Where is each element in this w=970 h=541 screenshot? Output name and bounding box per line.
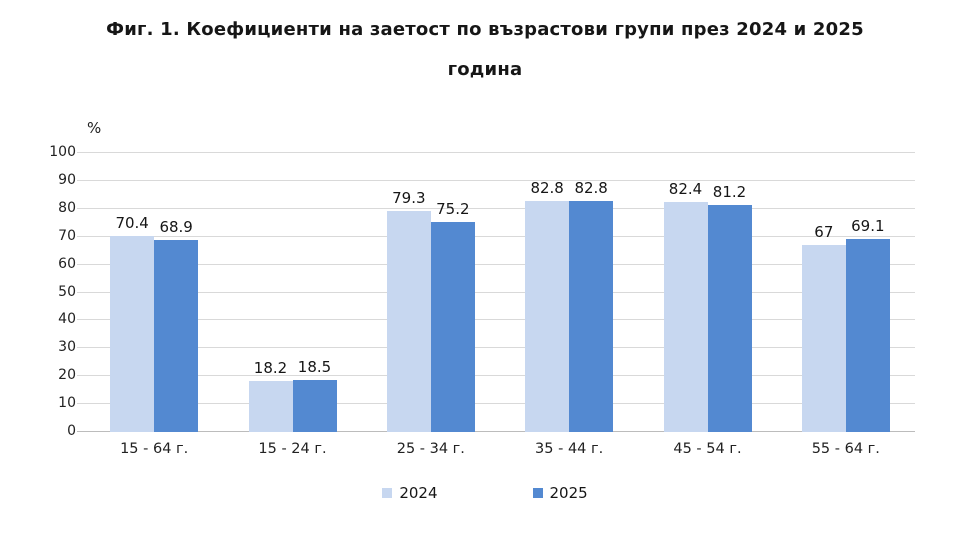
bar-value-label: 82.8 bbox=[574, 179, 608, 197]
gridline bbox=[77, 207, 915, 209]
legend-item-2025: 2025 bbox=[532, 484, 588, 502]
x-category-label: 55 - 64 г. bbox=[811, 441, 880, 457]
bar-value-label: 18.5 bbox=[297, 358, 332, 377]
bar-2024 bbox=[801, 245, 846, 432]
y-axis-unit-label: % bbox=[87, 119, 102, 137]
legend: 2024 2025 bbox=[0, 484, 970, 502]
legend-swatch bbox=[382, 488, 393, 498]
bar-2025 bbox=[292, 380, 337, 432]
x-category-label: 45 - 54 г. bbox=[673, 441, 742, 457]
bar-value-label: 75.2 bbox=[436, 200, 470, 219]
x-category-label: 25 - 34 г. bbox=[396, 441, 465, 457]
gridline bbox=[77, 152, 915, 153]
y-tick-label: 20 bbox=[58, 367, 76, 384]
bar-value-label: 82.8 bbox=[530, 179, 564, 197]
bar-value-label: 82.4 bbox=[668, 180, 703, 199]
gridline bbox=[77, 263, 915, 265]
bar-value-label: 18.2 bbox=[253, 359, 288, 378]
x-category-label: 15 - 24 г. bbox=[258, 441, 327, 457]
plot-area: 70.4 68.9 18.2 18.5 79.3 75.2 82.8 82.8 82.4 81.2… bbox=[77, 152, 915, 432]
bar-value-label: 69.1 bbox=[851, 217, 885, 236]
bar-2024 bbox=[663, 202, 708, 432]
x-axis: 15 - 64 г. 15 - 24 г. 25 - 34 г. 35 - 44 г.… bbox=[85, 441, 915, 457]
chart-title-line2: година bbox=[447, 59, 523, 80]
gridline bbox=[77, 235, 915, 237]
bar-2025 bbox=[845, 239, 890, 432]
y-tick-label: 0 bbox=[67, 423, 76, 439]
y-tick-label: 50 bbox=[58, 283, 76, 300]
gridline bbox=[77, 347, 915, 349]
x-category-label: 15 - 64 г. bbox=[120, 441, 189, 457]
bar-2025 bbox=[154, 239, 199, 432]
y-tick-label: 80 bbox=[58, 199, 76, 216]
bar-value-label: 81.2 bbox=[712, 183, 747, 202]
legend-item-2024: 2024 bbox=[382, 484, 438, 502]
y-tick-label: 100 bbox=[49, 144, 76, 160]
y-tick-label: 90 bbox=[58, 171, 76, 188]
gridline bbox=[77, 291, 915, 293]
bar-2024 bbox=[248, 381, 293, 432]
legend-swatch bbox=[532, 488, 543, 498]
y-tick-label: 40 bbox=[58, 311, 76, 328]
chart-title: Фиг. 1. Коефициенти на заетост по възрас… bbox=[0, 10, 970, 90]
y-tick-label: 30 bbox=[58, 339, 76, 356]
y-tick-label: 60 bbox=[58, 255, 76, 272]
bar-2025 bbox=[430, 222, 475, 432]
gridline bbox=[77, 179, 915, 181]
bar-value-label: 79.3 bbox=[392, 188, 426, 207]
legend-label: 2024 bbox=[399, 484, 438, 502]
bar-2024 bbox=[110, 235, 155, 432]
bar-value-label: 68.9 bbox=[159, 217, 193, 236]
bar-2025 bbox=[707, 205, 752, 432]
gridline bbox=[77, 375, 915, 377]
bar-value-label: 70.4 bbox=[115, 213, 149, 232]
bar-2024 bbox=[386, 210, 431, 432]
gridline bbox=[77, 431, 915, 432]
x-category-label: 35 - 44 г. bbox=[535, 441, 604, 457]
y-tick-label: 70 bbox=[58, 227, 76, 244]
legend-label: 2025 bbox=[549, 484, 588, 502]
bar-2024 bbox=[525, 201, 570, 432]
bar-2025 bbox=[569, 201, 614, 432]
gridline bbox=[77, 403, 915, 405]
y-tick-label: 10 bbox=[58, 395, 76, 412]
gridline bbox=[77, 319, 915, 321]
bar-value-label: 67 bbox=[814, 223, 834, 242]
chart-title-line1: Фиг. 1. Коефициенти на заетост по възрас… bbox=[106, 19, 864, 40]
